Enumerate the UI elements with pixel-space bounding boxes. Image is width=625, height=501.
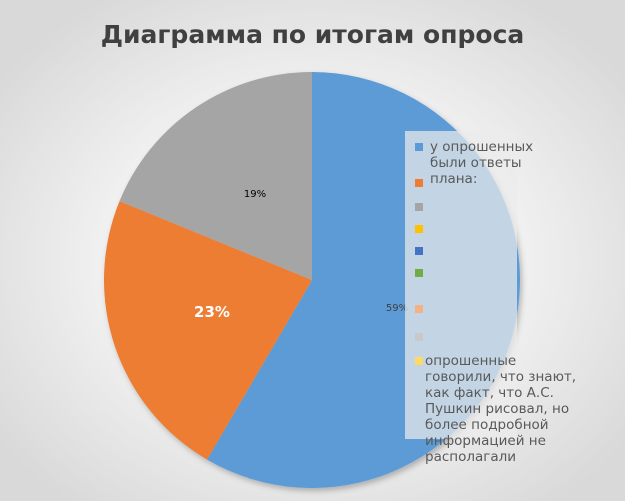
legend-swatch	[415, 225, 423, 233]
legend-swatch	[415, 357, 423, 365]
pie-slice	[119, 72, 312, 280]
legend-swatch	[415, 203, 423, 211]
legend-swatch	[415, 269, 423, 277]
slice-data-label: 23%	[194, 303, 230, 321]
legend-swatch	[415, 143, 423, 151]
legend: у опрошенных были ответы плана: опрошенны…	[405, 131, 576, 465]
legend-label: опрошенные говорили, что знают, как факт…	[425, 353, 577, 465]
legend-swatch	[415, 179, 423, 187]
pie-slice	[103, 201, 312, 460]
legend-swatch	[415, 333, 423, 341]
slice-data-label: 59%	[386, 303, 408, 314]
legend-label: у опрошенных были ответы плана:	[430, 139, 534, 187]
legend-swatch	[415, 305, 423, 313]
legend-swatch	[415, 247, 423, 255]
slice-data-label: 19%	[244, 189, 266, 200]
chart-title: Диаграмма по итогам опроса	[100, 20, 525, 49]
